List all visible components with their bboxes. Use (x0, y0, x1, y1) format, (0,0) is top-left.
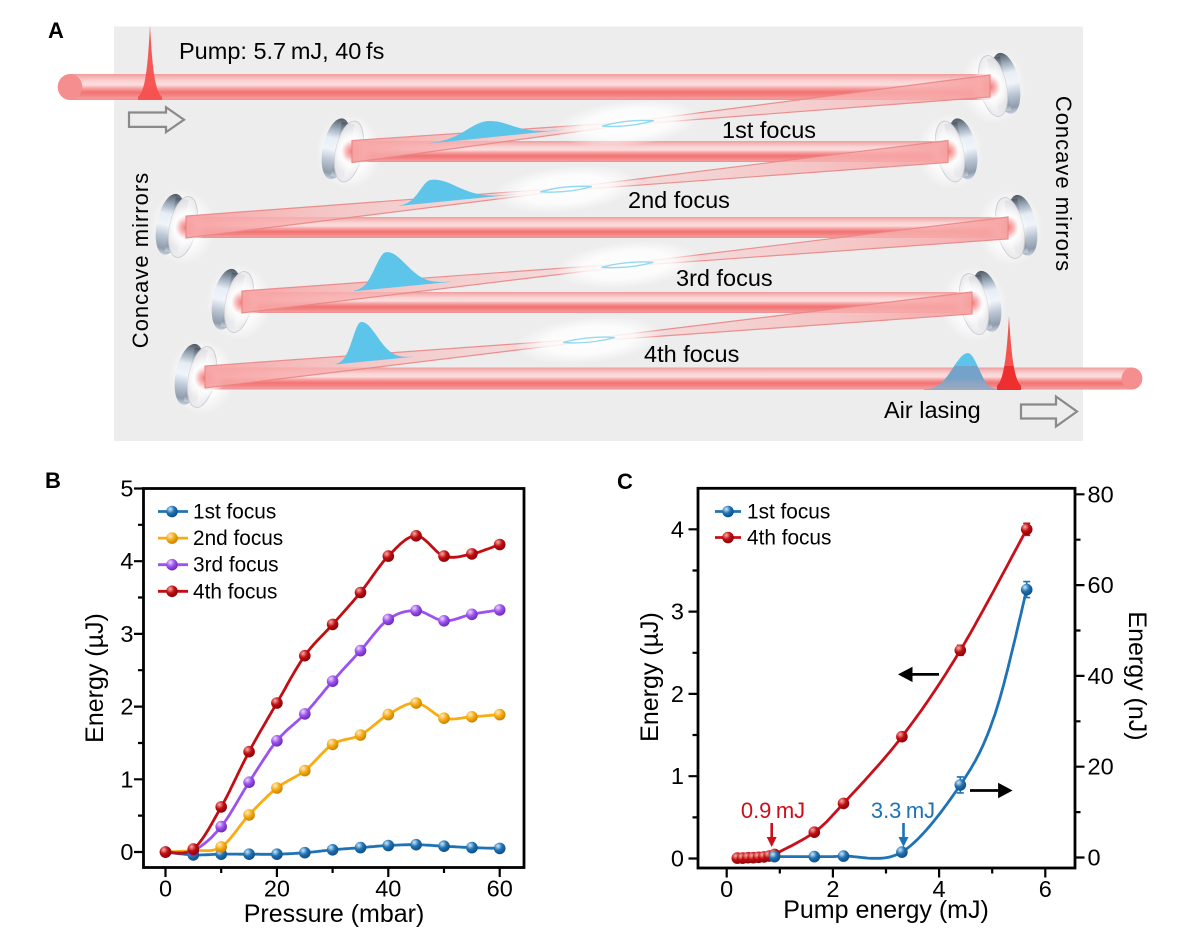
svg-text:60: 60 (1088, 572, 1114, 598)
svg-text:3: 3 (120, 621, 133, 647)
svg-text:1st focus: 1st focus (722, 117, 816, 143)
svg-text:4th focus: 4th focus (193, 580, 277, 603)
svg-text:4: 4 (120, 548, 133, 574)
svg-text:2: 2 (671, 681, 684, 707)
svg-text:4th focus: 4th focus (644, 341, 739, 367)
svg-text:0: 0 (720, 876, 733, 902)
svg-text:3rd focus: 3rd focus (193, 554, 279, 577)
svg-text:20: 20 (264, 876, 290, 902)
svg-text:20: 20 (1088, 754, 1114, 780)
svg-text:Concave mirrors: Concave mirrors (1051, 96, 1076, 272)
svg-text:Energy (µJ): Energy (µJ) (636, 612, 664, 742)
svg-text:0.9 mJ: 0.9 mJ (741, 798, 805, 823)
svg-text:Pressure (mbar): Pressure (mbar) (244, 900, 425, 928)
svg-text:40: 40 (375, 876, 401, 902)
svg-text:2nd focus: 2nd focus (193, 527, 283, 550)
svg-text:5: 5 (120, 476, 133, 502)
svg-text:60: 60 (487, 876, 513, 902)
svg-text:2: 2 (120, 694, 133, 720)
svg-text:4th focus: 4th focus (747, 527, 831, 550)
svg-text:3: 3 (671, 599, 684, 625)
svg-text:1st focus: 1st focus (747, 501, 830, 524)
svg-text:C: C (617, 469, 633, 494)
svg-text:0: 0 (159, 876, 172, 902)
svg-text:0: 0 (671, 846, 684, 872)
svg-text:4: 4 (933, 876, 946, 902)
svg-text:A: A (48, 18, 64, 43)
svg-text:0: 0 (120, 839, 133, 865)
svg-text:Concave mirrors: Concave mirrors (128, 172, 153, 348)
svg-text:1st focus: 1st focus (193, 501, 276, 524)
svg-text:4: 4 (671, 516, 684, 542)
svg-text:Energy (µJ): Energy (µJ) (81, 613, 109, 743)
svg-text:B: B (45, 468, 61, 493)
svg-text:6: 6 (1039, 876, 1052, 902)
svg-text:2: 2 (826, 876, 839, 902)
svg-text:Energy (nJ): Energy (nJ) (1123, 611, 1151, 740)
svg-text:1: 1 (671, 763, 684, 789)
svg-text:3rd focus: 3rd focus (676, 265, 773, 291)
svg-text:2nd focus: 2nd focus (628, 187, 730, 213)
svg-text:0: 0 (1088, 845, 1101, 871)
svg-text:3.3 mJ: 3.3 mJ (871, 798, 935, 823)
svg-text:Pump energy (mJ): Pump energy (mJ) (783, 896, 989, 924)
svg-text:40: 40 (1088, 663, 1114, 689)
svg-text:Air lasing: Air lasing (884, 397, 981, 423)
svg-text:Pump: 5.7 mJ, 40 fs: Pump: 5.7 mJ, 40 fs (179, 38, 384, 64)
svg-text:80: 80 (1088, 481, 1114, 507)
svg-text:1: 1 (120, 766, 133, 792)
